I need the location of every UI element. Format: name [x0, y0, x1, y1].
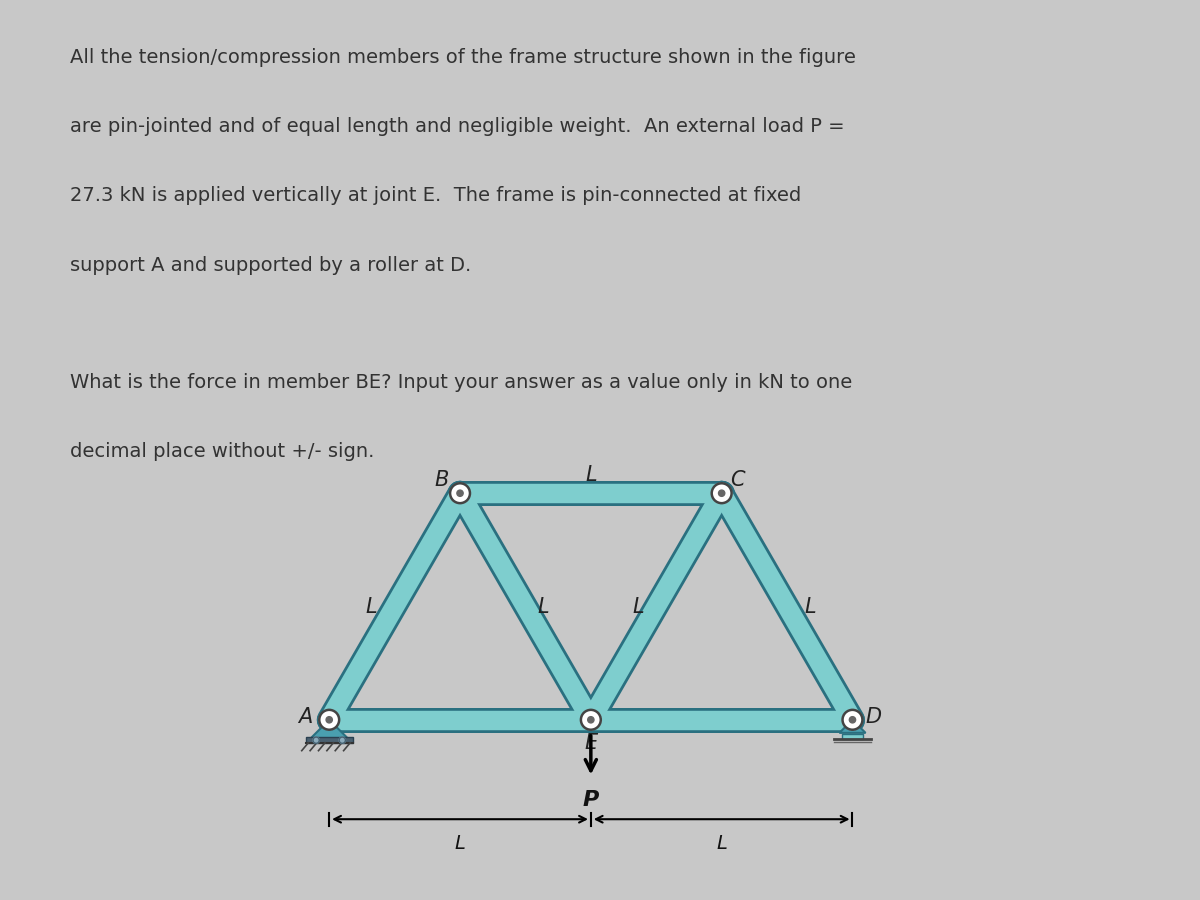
Circle shape	[712, 483, 732, 503]
Circle shape	[319, 710, 340, 730]
Circle shape	[313, 737, 319, 743]
Circle shape	[340, 737, 346, 743]
Text: L: L	[365, 597, 377, 617]
Text: L: L	[455, 833, 466, 852]
Text: All the tension/compression members of the frame structure shown in the figure: All the tension/compression members of t…	[70, 48, 856, 67]
Circle shape	[850, 716, 856, 723]
Text: are pin-jointed and of equal length and negligible weight.  An external load P =: are pin-jointed and of equal length and …	[70, 117, 845, 136]
Circle shape	[326, 716, 332, 723]
Text: E: E	[584, 734, 598, 753]
Text: What is the force in member BE? Input your answer as a value only in kN to one: What is the force in member BE? Input yo…	[70, 373, 852, 392]
Bar	[306, 737, 353, 742]
Circle shape	[842, 710, 863, 730]
Text: support A and supported by a roller at D.: support A and supported by a roller at D…	[70, 256, 472, 274]
Polygon shape	[311, 720, 348, 738]
Text: L: L	[586, 465, 596, 485]
Text: P: P	[583, 790, 599, 810]
Circle shape	[581, 710, 601, 730]
Text: L: L	[716, 833, 727, 852]
Circle shape	[450, 483, 470, 503]
Text: A: A	[299, 707, 313, 727]
Text: decimal place without +/- sign.: decimal place without +/- sign.	[70, 442, 374, 461]
Polygon shape	[839, 720, 865, 733]
Text: B: B	[434, 470, 449, 490]
Circle shape	[719, 491, 725, 497]
Bar	[842, 734, 863, 740]
Text: 27.3 kN is applied vertically at joint E.  The frame is pin-connected at fixed: 27.3 kN is applied vertically at joint E…	[70, 186, 802, 205]
Text: L: L	[538, 597, 550, 617]
Text: C: C	[730, 470, 745, 490]
Text: L: L	[632, 597, 643, 617]
Text: L: L	[805, 597, 816, 617]
Text: D: D	[865, 707, 882, 727]
Circle shape	[588, 716, 594, 723]
Circle shape	[457, 491, 463, 497]
